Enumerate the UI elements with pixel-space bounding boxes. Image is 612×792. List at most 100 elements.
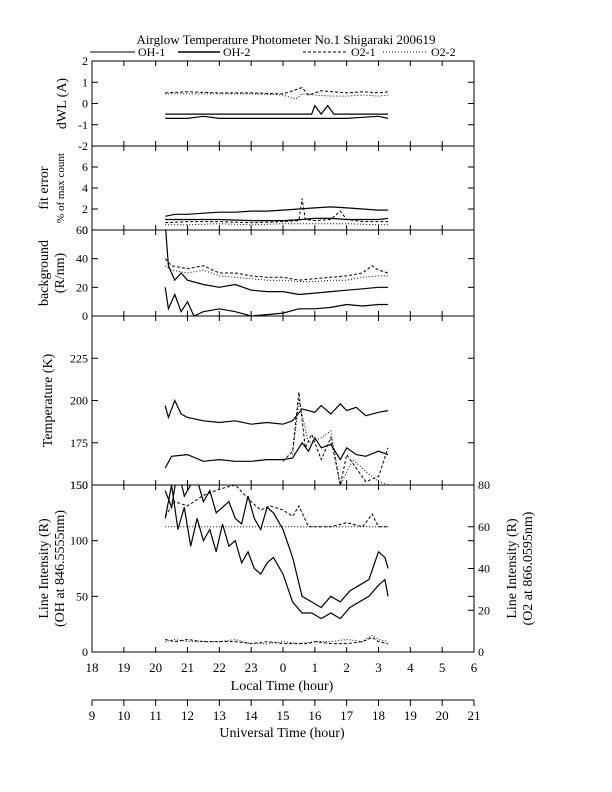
y-tick-label: 150 bbox=[70, 478, 88, 492]
y-axis-label: Line Intensity (R) bbox=[37, 518, 52, 619]
y-tick-label: 6 bbox=[82, 160, 88, 174]
series-line-oh-2 bbox=[165, 115, 389, 120]
series-line-o2-1 bbox=[164, 258, 389, 281]
local-time-tick-label: 0 bbox=[280, 660, 287, 675]
panel-0: 2 1 0 -1 -2 dWL (A) bbox=[55, 54, 475, 153]
series-line-oh-1 bbox=[165, 206, 389, 217]
y-axis-label-2: (R/nm) bbox=[53, 252, 68, 293]
local-time-tick-label: 21 bbox=[181, 660, 194, 675]
ut-tick-label: 14 bbox=[245, 708, 259, 723]
ut-tick-label: 15 bbox=[277, 708, 290, 723]
ut-tick-label: 13 bbox=[213, 708, 226, 723]
ut-tick-labels: 9 10 11 12 13 14 15 16 17 18 19 20 21 bbox=[89, 700, 481, 723]
y-tick-label: 100 bbox=[70, 534, 88, 548]
ut-tick-label: 12 bbox=[181, 708, 194, 723]
y-tick-label: 175 bbox=[70, 436, 88, 450]
y-tick-label: 50 bbox=[76, 589, 88, 603]
y-tick-label-right: 20 bbox=[478, 603, 490, 617]
local-time-tick-label: 22 bbox=[213, 660, 226, 675]
series-line-o2-1 bbox=[164, 485, 389, 528]
series-line-oh-2 bbox=[164, 485, 389, 620]
ut-tick-label: 20 bbox=[436, 708, 449, 723]
local-time-tick-label: 3 bbox=[375, 660, 382, 675]
y-tick-label: 0 bbox=[82, 309, 88, 323]
series-line-o2-1 bbox=[165, 198, 389, 224]
local-time-tick-label: 18 bbox=[86, 660, 99, 675]
y-tick-label: 225 bbox=[70, 351, 88, 365]
series-line-o2-2 bbox=[165, 223, 389, 226]
y-tick-label: 0 bbox=[82, 645, 88, 659]
legend-label-oh2: OH-2 bbox=[223, 45, 250, 59]
panel-2: 60 40 20 0 background (R/nm) bbox=[37, 223, 475, 323]
series-line-oh-1 bbox=[165, 230, 389, 296]
y-axis-label: dWL (A) bbox=[55, 78, 70, 130]
series-line-oh-2 bbox=[164, 287, 389, 316]
series-line-o2-2 bbox=[164, 265, 389, 283]
local-time-tick-label: 23 bbox=[245, 660, 258, 675]
series-line-o2-2 bbox=[165, 634, 389, 645]
ut-tick-label: 17 bbox=[340, 708, 354, 723]
y-tick-label: 200 bbox=[70, 394, 88, 408]
chart-panels: 2 1 0 -1 -2 dWL (A) 6 4 20 fit error% of max coun… bbox=[37, 54, 536, 659]
y-tick-label: 40 bbox=[76, 252, 88, 266]
legend-label-o21: O2-1 bbox=[351, 45, 376, 59]
ut-axis-label: Universal Time (hour) bbox=[219, 726, 345, 741]
local-time-tick-label: 6 bbox=[471, 660, 478, 675]
local-time-axis-label: Local Time (hour) bbox=[231, 679, 334, 694]
series-line-o2-1 bbox=[165, 87, 389, 96]
local-time-tick-label: 5 bbox=[439, 660, 446, 675]
panel-frame bbox=[91, 60, 475, 147]
legend-label-o22: O2-2 bbox=[431, 45, 456, 59]
y-tick-label: 2 bbox=[82, 202, 88, 216]
series-line-oh-1 bbox=[164, 398, 389, 425]
local-time-axis: 18 19 20 21 22 23 0 1 2 3 4 5 6 Local Time (hour) bbox=[86, 660, 478, 694]
y-tick-label: 4 bbox=[82, 181, 88, 195]
series-line-oh-1 bbox=[164, 485, 389, 609]
chart-title: Airglow Temperature Photometer No.1 Shig… bbox=[137, 32, 436, 47]
y-axis-label-2: (OH at 846.5555nm) bbox=[53, 510, 68, 627]
local-time-tick-label: 19 bbox=[117, 660, 130, 675]
series-line-oh-2 bbox=[165, 217, 389, 222]
ut-tick-label: 10 bbox=[117, 708, 130, 723]
series-group bbox=[165, 87, 389, 120]
legend: OH-1 OH-2 O2-1 O2-2 bbox=[90, 45, 456, 59]
local-time-tick-labels: 18 19 20 21 22 23 0 1 2 3 4 5 6 bbox=[86, 660, 478, 675]
series-group bbox=[164, 230, 389, 316]
panel-3: 225 200 175 150 Temperature (K) bbox=[41, 315, 475, 492]
y-axis-label-2: % of max count bbox=[55, 153, 67, 223]
series-line-o2-2 bbox=[165, 93, 389, 100]
y-tick-label: 0 bbox=[82, 223, 88, 237]
ut-tick-label: 18 bbox=[372, 708, 385, 723]
ut-tick-label: 9 bbox=[89, 708, 96, 723]
y-tick-label-right: 0 bbox=[478, 645, 484, 659]
local-time-tick-label: 2 bbox=[343, 660, 350, 675]
y-tick-label-right: 80 bbox=[478, 478, 490, 492]
y-tick-label: 60 bbox=[76, 223, 88, 237]
series-line-o2-1 bbox=[282, 392, 389, 485]
y-axis-label-right-2: (O2 at 866.0595nm) bbox=[521, 511, 536, 625]
ut-axis: 9 10 11 12 13 14 15 16 17 18 19 20 21 Universal Time… bbox=[89, 699, 481, 741]
ut-tick-label: 19 bbox=[404, 708, 417, 723]
y-axis-label: background bbox=[37, 240, 52, 306]
y-axis-label: fit error bbox=[37, 166, 52, 209]
legend-label-oh1: OH-1 bbox=[138, 45, 165, 59]
panel-frame bbox=[91, 145, 475, 231]
y-tick-label: -1 bbox=[78, 118, 88, 132]
y-tick-label: 1 bbox=[82, 75, 88, 89]
series-line-o2-1 bbox=[165, 636, 389, 645]
series-group bbox=[164, 392, 389, 485]
series-group bbox=[165, 198, 389, 226]
y-axis-label: Temperature (K) bbox=[41, 353, 56, 447]
series-line-oh-1 bbox=[165, 104, 389, 116]
y-tick-label: 150 bbox=[70, 478, 88, 492]
y-tick-label: -2 bbox=[78, 139, 88, 153]
y-tick-label: 20 bbox=[76, 280, 88, 294]
panel-1: 6 4 2 0 fit error% of max count bbox=[37, 145, 475, 237]
series-group bbox=[164, 485, 389, 645]
ut-tick-label: 11 bbox=[149, 708, 162, 723]
y-tick-label-right: 40 bbox=[478, 562, 490, 576]
series-line-o2-2 bbox=[292, 400, 389, 485]
local-time-tick-label: 1 bbox=[312, 660, 319, 675]
